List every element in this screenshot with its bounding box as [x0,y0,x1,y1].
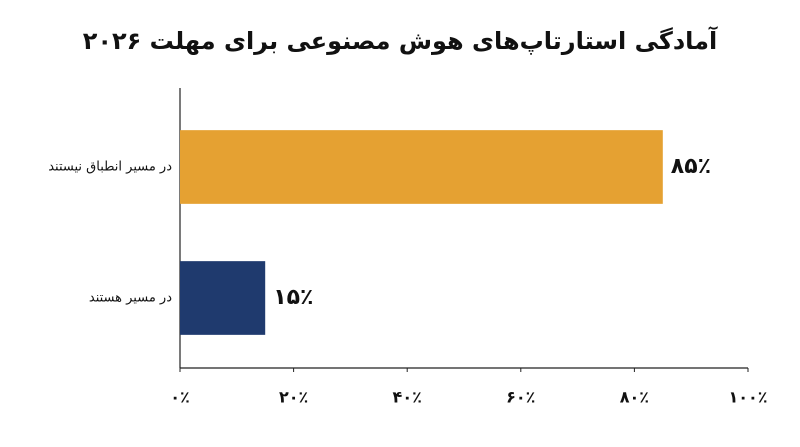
x-tick-label: ۸۰٪ [620,388,649,407]
x-tick-label: ۰٪ [170,388,190,407]
bar [180,130,663,204]
y-tick-label: در مسیر هستند [89,291,172,306]
value-label: ۸۵٪ [671,154,711,179]
chart-title: آمادگی استارتاپ‌های هوش مصنوعی برای مهلت… [83,26,718,55]
y-tick-label: در مسیر انطباق نیستند [48,160,172,175]
x-tick-label: ۴۰٪ [393,388,422,407]
value-label: ۱۵٪ [273,285,313,310]
bar [180,261,266,335]
x-tick-label: ۶۰٪ [506,388,535,407]
x-tick-label: ۱۰۰٪ [728,388,767,407]
x-tick-label: ۲۰٪ [279,388,308,407]
